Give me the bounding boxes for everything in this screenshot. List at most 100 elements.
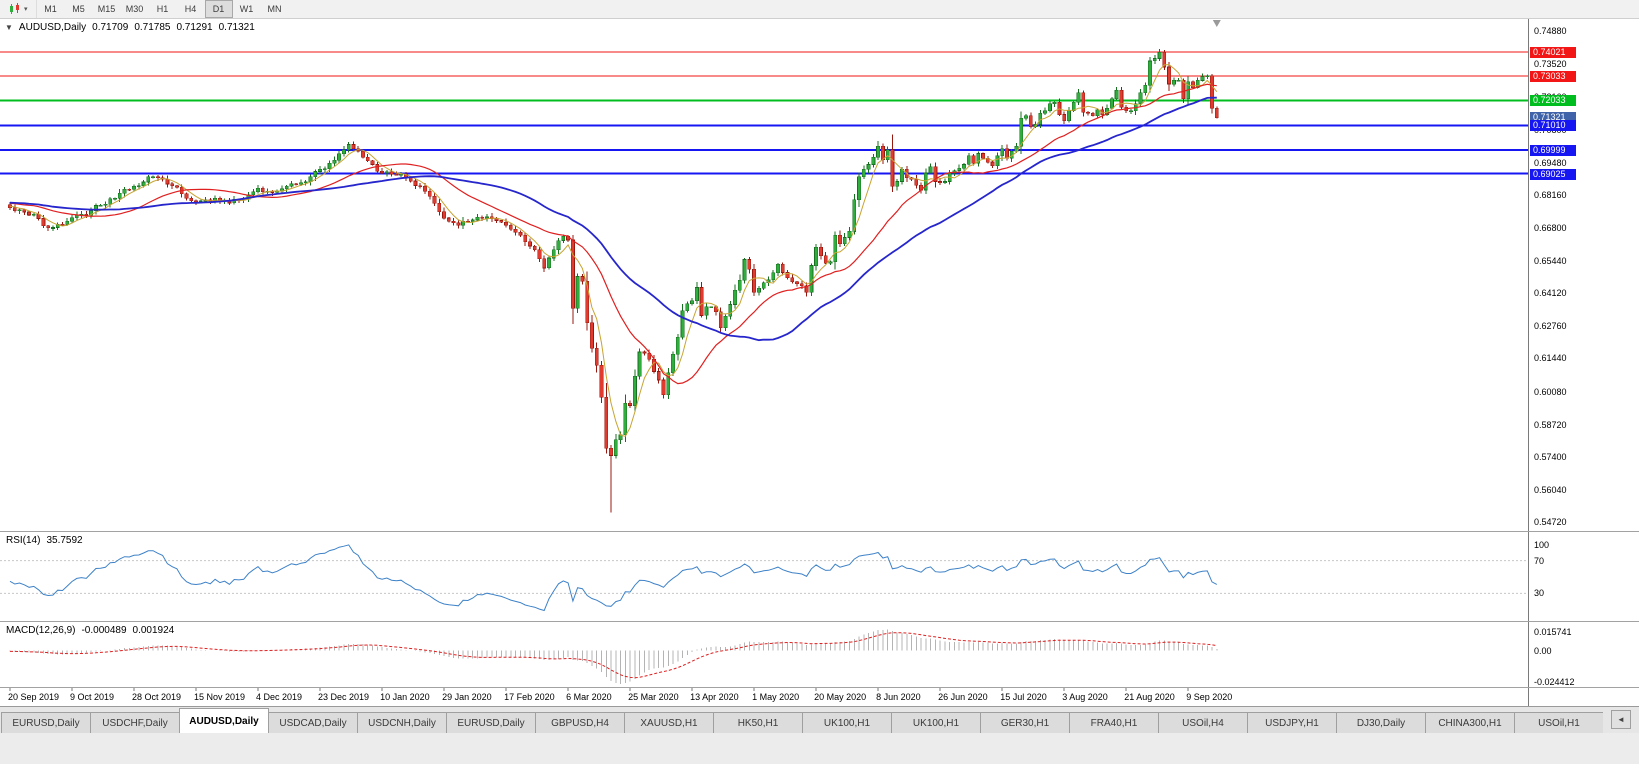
- date-label: 17 Feb 2020: [504, 692, 555, 702]
- symbol-period-label: AUDUSD,Daily: [18, 22, 87, 33]
- timeframe-button-w1[interactable]: W1: [239, 4, 254, 14]
- hline-price-label: 0.74021: [1530, 46, 1576, 58]
- price-tick-label: 0.57400: [1534, 451, 1567, 462]
- hline-price-label: 0.71010: [1530, 120, 1576, 132]
- price-tick-label: 0.73520: [1534, 59, 1567, 70]
- chart-tab-gbpusd-h4[interactable]: GBPUSD,H4: [535, 712, 625, 733]
- macd-indicator-label: MACD(12,26,9) -0.000489 0.001924: [6, 625, 174, 636]
- date-label: 8 Jun 2020: [876, 692, 921, 702]
- price-tick-label: 0.66800: [1534, 222, 1567, 233]
- timeframe-button-d1[interactable]: D1: [204, 0, 233, 18]
- rsi-indicator-label: RSI(14) 35.7592: [6, 535, 83, 546]
- chart-tab-dj30-daily[interactable]: DJ30,Daily: [1336, 712, 1426, 733]
- timeframe-button-h1[interactable]: H1: [156, 4, 169, 14]
- date-label: 20 Sep 2019: [8, 692, 60, 702]
- one-click-trading-collapse-icon[interactable]: ▼: [5, 23, 13, 32]
- macd-name: MACD(12,26,9): [6, 625, 76, 636]
- panel-divider-price-rsi[interactable]: [0, 531, 1639, 532]
- date-label: 15 Jul 2020: [1000, 692, 1047, 702]
- date-label: 9 Sep 2020: [1186, 692, 1233, 702]
- tab-scroll-left-icon: ◄: [1617, 715, 1625, 724]
- chart-shift-marker[interactable]: [1212, 20, 1221, 27]
- macd-scale-label: -0.024412: [1534, 677, 1575, 687]
- chart-type-button[interactable]: ▾: [5, 2, 31, 16]
- tabs-holder: EURUSD,Daily USDCHF,Daily AUDUSD,Daily USDC…: [1, 707, 1603, 733]
- rsi-line: [9, 544, 1218, 612]
- close-value: 0.71321: [218, 22, 255, 33]
- chart-tab-usdchf-daily[interactable]: USDCHF,Daily: [90, 712, 180, 733]
- time-axis-border: [0, 687, 1639, 688]
- chart-tab-usdjpy-h1[interactable]: USDJPY,H1: [1247, 712, 1337, 733]
- chart-tab-uk100-h1[interactable]: UK100,H1: [891, 712, 981, 733]
- panel-divider-rsi-macd[interactable]: [0, 621, 1639, 622]
- chart-tab-eurusd-daily[interactable]: EURUSD,Daily: [1, 712, 91, 733]
- price-tick-label: 0.65440: [1534, 255, 1567, 266]
- candles: [8, 49, 1219, 513]
- hline-price-label: 0.72033: [1530, 95, 1576, 107]
- ma-medium-line: [9, 83, 1217, 385]
- rsi-scale-label: 70: [1534, 555, 1545, 566]
- date-label: 21 Aug 2020: [1124, 692, 1175, 702]
- chart-tab-china300-h1[interactable]: CHINA300,H1: [1425, 712, 1515, 733]
- chart-tabbar: EURUSD,Daily USDCHF,Daily AUDUSD,Daily USDC…: [0, 706, 1639, 733]
- chevron-down-icon: ▾: [24, 5, 28, 13]
- timeframe-button-mn[interactable]: MN: [267, 4, 282, 14]
- chart-tab-usoil-h4[interactable]: USOil,H4: [1158, 712, 1248, 733]
- date-label: 20 May 2020: [814, 692, 867, 702]
- price-axis[interactable]: 0.748800.735200.721600.708000.694800.681…: [1528, 18, 1639, 706]
- date-label: 25 Mar 2020: [628, 692, 679, 702]
- timeframe-button-m1[interactable]: M1: [44, 4, 57, 14]
- date-label: 23 Dec 2019: [318, 692, 370, 702]
- chart-tab-uk100-h1[interactable]: UK100,H1: [802, 712, 892, 733]
- macd-signal-value: 0.001924: [132, 625, 175, 636]
- chart-tab-usoil-h1[interactable]: USOil,H1: [1514, 712, 1603, 733]
- ma-fast-line: [9, 64, 1218, 437]
- date-label: 15 Nov 2019: [194, 692, 246, 702]
- date-label: 9 Oct 2019: [70, 692, 115, 702]
- chart-window[interactable]: 0.748800.735200.721600.708000.694800.681…: [0, 18, 1639, 706]
- chart-type-group: ▾: [0, 0, 37, 18]
- chart-toolbar: ▾ M1 M5 M15 M30 H1 H4 D1 W1 MN: [0, 0, 1639, 19]
- timeframe-button-m30[interactable]: M30: [125, 4, 144, 14]
- date-label: 28 Oct 2019: [132, 692, 182, 702]
- chart-tab-ger30-h1[interactable]: GER30,H1: [980, 712, 1070, 733]
- rsi-scale-label: 100: [1534, 540, 1550, 550]
- price-tick-label: 0.54720: [1534, 517, 1567, 527]
- ohlc-title: ▼ AUDUSD,Daily 0.71709 0.71785 0.71291 0…: [5, 22, 255, 33]
- date-label: 26 Jun 2020: [938, 692, 988, 702]
- date-label: 13 Apr 2020: [690, 692, 739, 702]
- price-tick-label: 0.56040: [1534, 484, 1567, 495]
- ma-slow-line: [9, 96, 1217, 342]
- status-strip: [0, 732, 1639, 764]
- tab-scroll-button[interactable]: ◄: [1611, 710, 1631, 729]
- timeframe-button-h4[interactable]: H4: [184, 4, 197, 14]
- date-label: 10 Jan 2020: [380, 692, 430, 702]
- macd-scale-label: 0.00: [1534, 645, 1552, 656]
- rsi-scale-label: 30: [1534, 588, 1545, 599]
- time-axis[interactable]: 20 Sep 2019 9 Oct 2019 28 Oct 2019 15 Nov 2…: [0, 688, 1528, 706]
- date-label: 4 Dec 2019: [256, 692, 303, 702]
- timeframe-button-m15[interactable]: M15: [97, 4, 116, 14]
- hline-price-label: 0.73033: [1530, 71, 1576, 82]
- high-value: 0.71785: [134, 22, 171, 33]
- chart-tab-fra40-h1[interactable]: FRA40,H1: [1069, 712, 1159, 733]
- macd-scale-label: 0.015741: [1534, 627, 1572, 637]
- date-label: 6 Mar 2020: [566, 692, 612, 702]
- hline-price-label: 0.69999: [1530, 144, 1576, 156]
- price-tick-label: 0.68160: [1534, 189, 1567, 200]
- chart-tab-eurusd-daily[interactable]: EURUSD,Daily: [446, 712, 536, 733]
- price-tick-label: 0.58720: [1534, 419, 1567, 430]
- timeframe-buttons: M1 M5 M15 M30 H1 H4 D1 W1 MN: [37, 0, 289, 18]
- chart-tab-hk50-h1[interactable]: HK50,H1: [713, 712, 803, 733]
- chart-tab-xauusd-h1[interactable]: XAUUSD,H1: [624, 712, 714, 733]
- price-tick-label: 0.69480: [1534, 157, 1567, 168]
- chart-tab-audusd-daily[interactable]: AUDUSD,Daily: [179, 708, 269, 733]
- price-chart-canvas[interactable]: [0, 18, 1528, 706]
- timeframe-button-m5[interactable]: M5: [72, 4, 85, 14]
- date-label: 1 May 2020: [752, 692, 800, 702]
- chart-tab-usdcnh-daily[interactable]: USDCNH,Daily: [357, 712, 447, 733]
- current-price-label: 0.71321: [1530, 111, 1576, 123]
- chart-tab-usdcad-daily[interactable]: USDCAD,Daily: [268, 712, 358, 733]
- date-label: 3 Aug 2020: [1062, 692, 1108, 702]
